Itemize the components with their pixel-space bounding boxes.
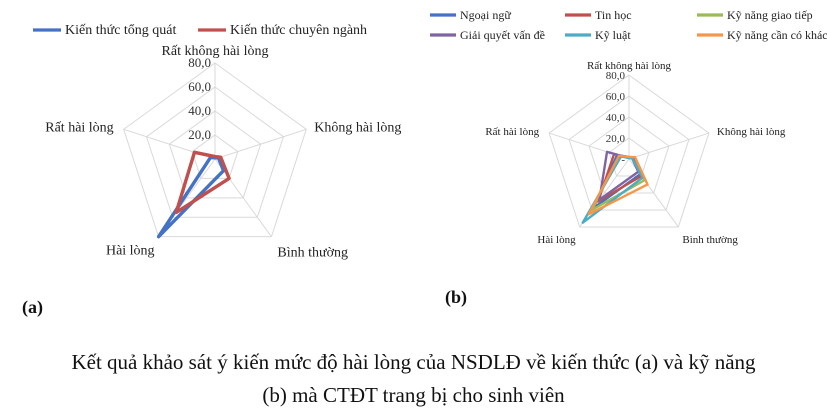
chart-b-category-label: Rất hài lòng bbox=[485, 126, 539, 138]
chart-b-grid-ring bbox=[548, 74, 710, 228]
chart-a-legend-label: Kiến thức tổng quát bbox=[65, 23, 177, 38]
chart-b-tick-label: - bbox=[621, 154, 625, 166]
chart-a-category-label: Hài lòng bbox=[106, 244, 155, 259]
figure-caption: Kết quả khảo sát ý kiến mức độ hài lòng … bbox=[0, 346, 827, 412]
chart-a-grid-ring bbox=[123, 62, 307, 238]
chart-a-spoke bbox=[214, 128, 307, 160]
chart-a-tick-label: 60,0 bbox=[188, 79, 211, 94]
chart-b-category-label: Không hài lòng bbox=[717, 126, 786, 138]
chart-b-spoke bbox=[628, 132, 710, 160]
chart-b-legend-label: Tin học bbox=[595, 8, 632, 22]
caption-line-2: (b) mà CTĐT trang bị cho sinh viên bbox=[262, 383, 565, 407]
chart-a-tick-label: 20,0 bbox=[188, 127, 211, 142]
chart-b-legend-label: Kỹ năng giao tiếp bbox=[727, 8, 813, 22]
chart-b-category-label: Rất không hài lòng bbox=[587, 60, 672, 72]
chart-a-grid-ring bbox=[145, 86, 285, 218]
chart-b-tick-label: 80,0 bbox=[606, 70, 626, 82]
chart-a-category-label: Không hài lòng bbox=[314, 120, 401, 135]
chart-a-legend-label: Kiến thức chuyên ngành bbox=[230, 23, 367, 38]
chart-b-grid-ring bbox=[568, 95, 690, 211]
chart-b-legend-label: Giải quyết vấn đề bbox=[460, 28, 545, 42]
chart-a-grid-ring bbox=[168, 110, 262, 199]
chart-b-category-label: Bình thường bbox=[682, 234, 738, 246]
chart-b-category-label: Hài lòng bbox=[537, 234, 576, 246]
chart-a-panel-label: (a) bbox=[22, 297, 43, 318]
chart-b-series-line bbox=[587, 154, 649, 216]
chart-b-legend-label: Kỹ năng cần có khác bbox=[727, 28, 827, 42]
chart-b-panel-label: (b) bbox=[445, 287, 467, 308]
chart-a-tick-label: 80,0 bbox=[188, 55, 211, 70]
chart-b-grid-ring bbox=[608, 137, 650, 177]
chart-b-legend-label: Ngoại ngữ bbox=[460, 8, 511, 22]
chart-a-category-label: Rất không hài lòng bbox=[162, 44, 269, 59]
chart-b-tick-label: 60,0 bbox=[606, 91, 626, 103]
chart-b-tick-label: 40,0 bbox=[606, 112, 626, 124]
caption-line-1: Kết quả khảo sát ý kiến mức độ hài lòng … bbox=[71, 350, 756, 374]
chart-a-category-label: Rất hài lòng bbox=[45, 120, 113, 135]
chart-a-tick-label: 40,0 bbox=[188, 103, 211, 118]
chart-a-category-label: Bình thường bbox=[277, 246, 348, 261]
chart-b-tick-label: 20,0 bbox=[606, 133, 626, 145]
chart-b-legend-label: Kỹ luật bbox=[595, 28, 631, 42]
chart-a-series-line bbox=[174, 150, 231, 215]
